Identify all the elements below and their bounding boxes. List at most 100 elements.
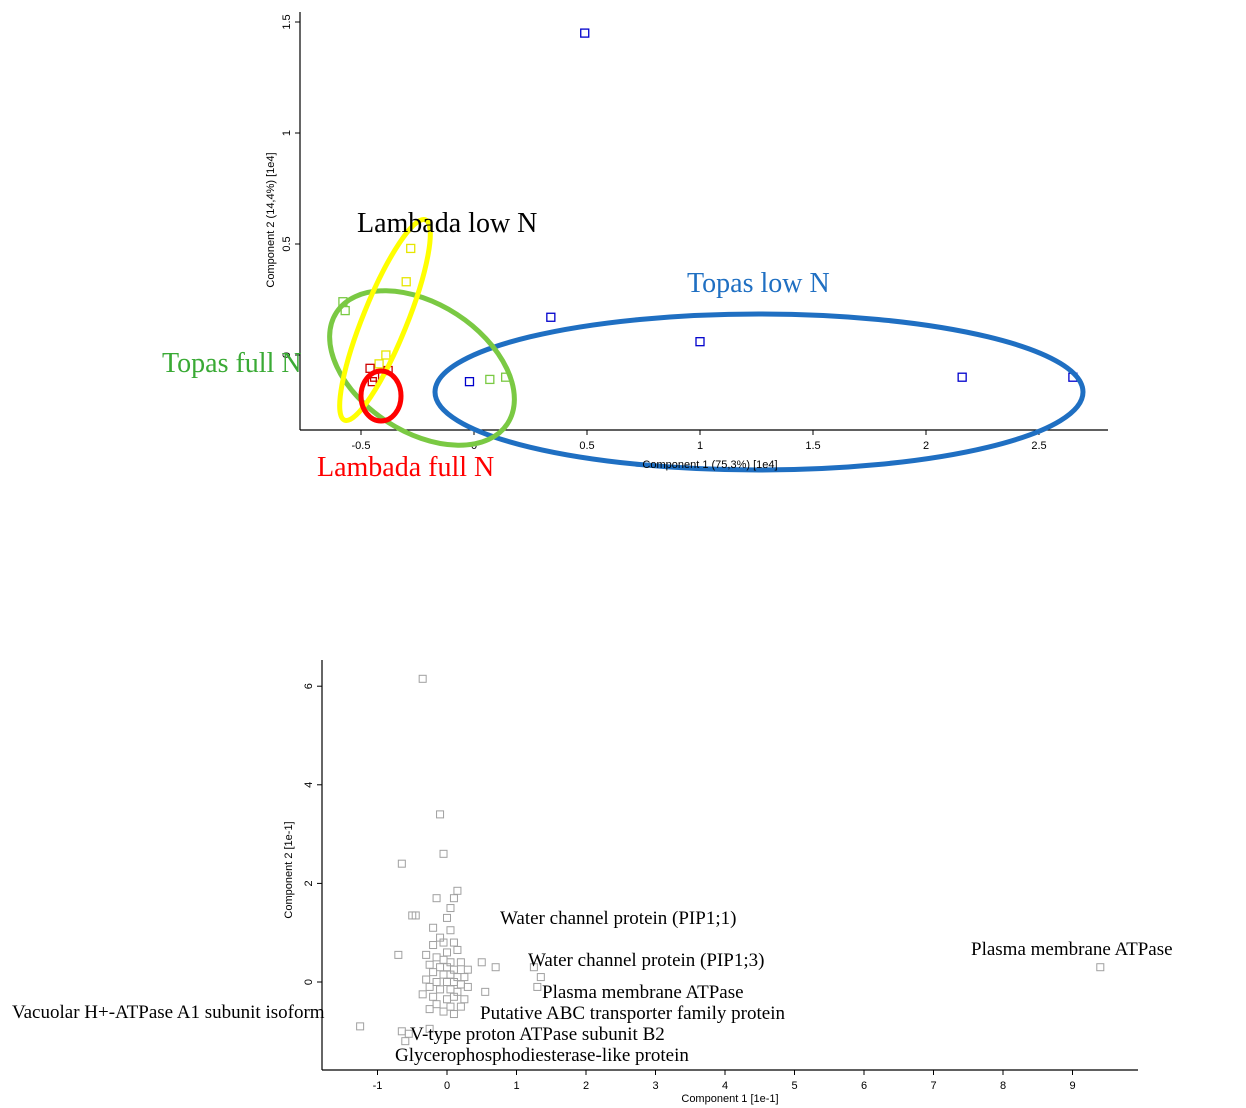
loading-point: [432, 1000, 441, 1009]
scores-x-axis-title: Component 1 (75,3%) [1e4]: [642, 459, 777, 471]
loading-point: [429, 941, 438, 950]
loadings-x-tick-label: 9: [1069, 1080, 1075, 1092]
loadings-x-tick-label: -1: [373, 1080, 383, 1092]
loading-point: [453, 945, 462, 954]
loading-point: [429, 923, 438, 932]
loading-point: [1096, 963, 1105, 972]
loadings-y-tick-label: 0: [303, 979, 315, 985]
point-lambada-low-n: [401, 277, 411, 287]
loading-point: [439, 970, 448, 979]
ellipse-topas-low-n: [432, 311, 1086, 473]
loading-point: [425, 960, 434, 969]
ellipse-topas-full-n: [327, 288, 517, 448]
loadings-x-tick-label: 2: [583, 1080, 589, 1092]
scores-x-tick-label: 0.5: [579, 440, 594, 452]
loading-point: [418, 674, 427, 683]
loading-point: [449, 1010, 458, 1019]
point-topas-low-n: [957, 372, 967, 382]
loading-point: [453, 886, 462, 895]
scores-y-axis-title: Component 2 (14,4%) [1e4]: [265, 152, 277, 287]
loadings-points: [356, 674, 1105, 1046]
loading-point: [456, 958, 465, 967]
loading-point: [536, 973, 545, 982]
annotation-pip1-3: Water channel protein (PIP1;3): [528, 950, 764, 971]
point-topas-low-n: [546, 312, 556, 322]
loading-point: [443, 948, 451, 957]
loadings-y-axis-title: Component 2 [1e-1]: [283, 821, 295, 918]
annotation-abc-transporter: Putative ABC transporter family protein: [480, 1003, 786, 1024]
loading-point: [432, 953, 441, 962]
loading-point: [446, 904, 455, 913]
loading-point: [425, 1024, 434, 1033]
loading-point: [443, 913, 451, 922]
point-lambada-low-n: [381, 350, 391, 360]
loading-point: [397, 1027, 406, 1036]
label-lambada-low-n: Lambada low N: [357, 208, 537, 239]
loading-point: [446, 985, 455, 994]
point-lambada-low-n: [374, 359, 384, 369]
point-topas-low-n: [695, 337, 705, 347]
loading-point: [491, 963, 500, 972]
annotation-plasma-atpase: Plasma membrane ATPase: [542, 982, 744, 1003]
annotation-glycerophosphodiesterase: Glycerophosphodiesterase-like protein: [395, 1045, 689, 1066]
loading-point: [394, 950, 403, 959]
point-topas-low-n: [464, 376, 475, 387]
loadings-y-tick-label: 6: [303, 683, 315, 689]
loading-point: [439, 1007, 448, 1016]
annotation-vacuolar-atpase: Vacuolar H+-ATPase A1 subunit isoform: [12, 1002, 325, 1023]
loadings-x-tick-label: 6: [861, 1080, 867, 1092]
label-topas-low-n: Topas low N: [687, 268, 830, 299]
loading-point: [432, 978, 441, 986]
scores-y-tick-label: 0.5: [281, 236, 293, 251]
group-ellipses: [327, 217, 1086, 473]
loading-point: [425, 1005, 434, 1014]
loading-point: [432, 894, 441, 903]
loadings-x-tick-label: 1: [513, 1080, 519, 1092]
loadings-x-tick-label: 8: [1000, 1080, 1006, 1092]
loading-point: [446, 1002, 455, 1011]
scores-ticks: -0.5 0 0.5 1 1.5 2 2.500.511.5: [281, 14, 1047, 452]
loading-point: [429, 992, 438, 1001]
loading-point: [356, 1022, 365, 1031]
loading-point: [401, 1037, 410, 1046]
loading-point: [436, 985, 445, 994]
loadings-x-tick-label: 4: [722, 1080, 728, 1092]
loading-point: [439, 955, 448, 964]
label-lambada-full-n: Lambada full N: [317, 452, 494, 483]
scores-x-tick-label: -0.5: [352, 440, 371, 452]
loading-point: [436, 963, 445, 972]
loading-point: [463, 982, 472, 991]
annotation-plasma-atpase-right: Plasma membrane ATPase: [971, 939, 1173, 960]
scores-x-tick-label: 1.5: [805, 440, 820, 452]
scores-x-tick-label: 2: [923, 440, 929, 452]
loadings-x-tick-label: 3: [652, 1080, 658, 1092]
ellipse-lambada-low-n: [337, 217, 433, 423]
scores-plot: -0.5 0 0.5 1 1.5 2 2.500.511.5 Component 1 (75…: [162, 12, 1108, 483]
loading-point: [429, 968, 438, 977]
loading-point: [443, 995, 451, 1004]
ellipse-lambada-full-n: [358, 368, 404, 424]
loading-point: [439, 849, 448, 858]
loadings-x-tick-label: 0: [444, 1080, 450, 1092]
scores-x-tick-label: 2.5: [1031, 440, 1046, 452]
loading-point: [449, 992, 458, 1001]
loading-point: [449, 938, 458, 947]
loadings-x-tick-label: 7: [930, 1080, 936, 1092]
point-lambada-low-n: [406, 243, 416, 254]
loading-point: [456, 1002, 465, 1011]
point-lambada-full-n: [367, 376, 377, 387]
loadings-ticks: -1 0 1 2 3 4 5 6 7 8 9 0 2 4 6: [303, 683, 1076, 1092]
point-topas-low-n: [580, 28, 590, 38]
loadings-plot: -1 0 1 2 3 4 5 6 7 8 9 0 2 4 6 Component 1 [1e-1] Comp…: [12, 660, 1173, 1105]
loading-point: [443, 978, 451, 986]
loading-point: [425, 982, 434, 991]
loading-point: [422, 950, 431, 959]
loading-point: [422, 975, 431, 984]
loading-point: [529, 963, 538, 972]
point-topas-full-n: [340, 305, 350, 316]
loadings-y-tick-label: 4: [303, 782, 315, 788]
loading-point: [456, 980, 465, 989]
loading-point: [439, 938, 448, 947]
loading-point: [436, 810, 445, 819]
